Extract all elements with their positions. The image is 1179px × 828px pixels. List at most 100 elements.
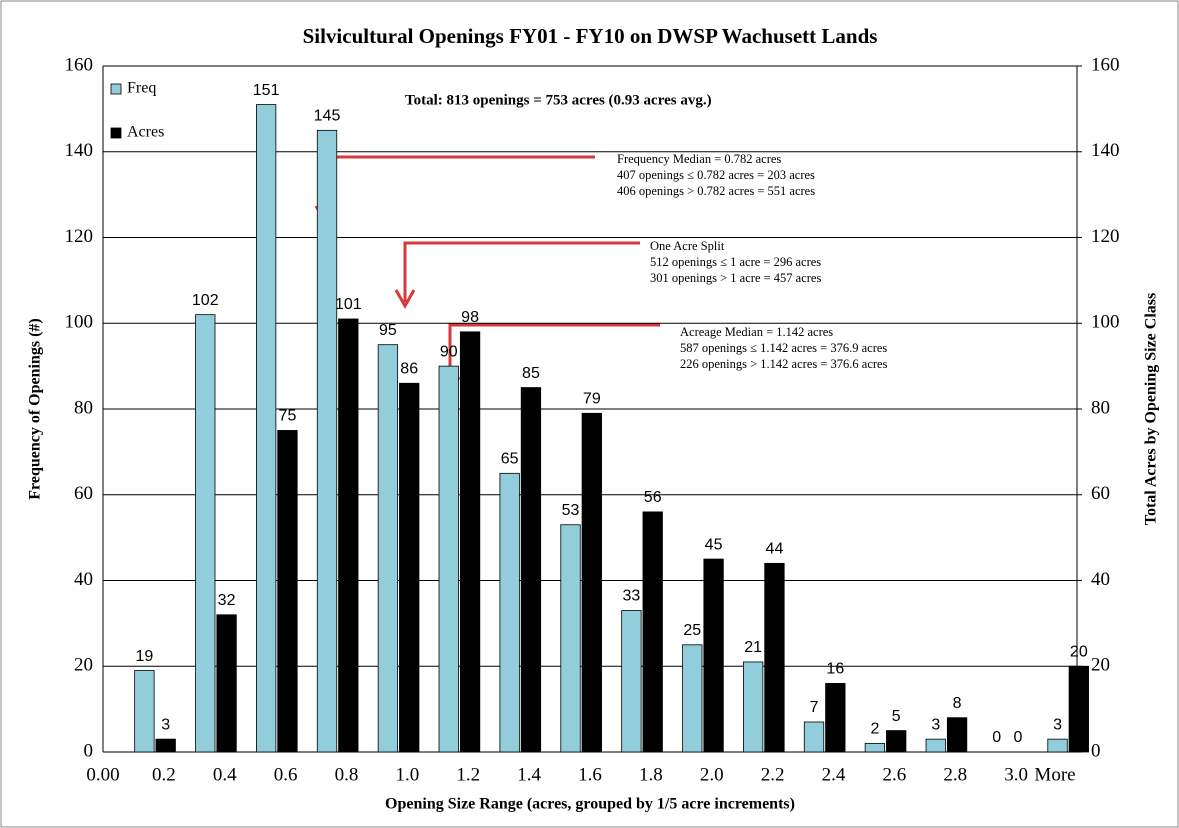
data-label: 21 — [744, 639, 762, 656]
y-axis-label: Frequency of Openings (#) — [27, 318, 44, 499]
x-tick-label: 3.0 — [1004, 764, 1028, 785]
y-tick-label: 60 — [74, 483, 93, 504]
x-tick-label: 1.6 — [578, 764, 602, 785]
data-label: 5 — [892, 708, 901, 725]
bar — [316, 129, 338, 753]
data-label: 75 — [279, 408, 297, 425]
bar — [682, 644, 703, 753]
annotation: 407 openings ≤ 0.782 acres = 203 acres — [617, 168, 815, 182]
y2-tick-label: 140 — [1091, 140, 1120, 161]
x-tick-label: 0.8 — [335, 764, 359, 785]
data-label: 3 — [1053, 716, 1062, 733]
data-label: 151 — [253, 82, 280, 99]
data-label: 45 — [705, 536, 723, 553]
bar — [621, 610, 642, 753]
bar — [743, 661, 764, 753]
bar — [134, 670, 155, 753]
y-tick-label: 160 — [65, 54, 94, 75]
y-tick-label: 80 — [74, 397, 93, 418]
x-tick-label: 1.2 — [456, 764, 480, 785]
data-label: 90 — [440, 343, 458, 360]
data-label: 102 — [192, 292, 219, 309]
y2-tick-label: 20 — [1091, 655, 1110, 676]
data-label: 20 — [1070, 643, 1088, 660]
bar — [764, 562, 785, 753]
y2-tick-label: 100 — [1091, 312, 1120, 333]
x-tick-label: 0.6 — [274, 764, 298, 785]
bar — [703, 558, 724, 753]
x-tick-label: 2.2 — [761, 764, 785, 785]
annotation: 406 openings > 0.782 acres = 551 acres — [617, 184, 815, 198]
x-tick-label: 0.4 — [213, 764, 237, 785]
bar — [338, 318, 359, 753]
y-tick-label: 0 — [84, 740, 94, 761]
bar — [438, 365, 459, 753]
y2-tick-label: 60 — [1091, 483, 1110, 504]
data-label: 2 — [870, 721, 879, 738]
x-tick-label: 1.4 — [517, 764, 541, 785]
annotation: Acreage Median = 1.142 acres — [680, 325, 833, 339]
data-label: 0 — [1013, 729, 1022, 746]
data-label: 101 — [335, 296, 362, 313]
y2-tick-label: 160 — [1091, 54, 1120, 75]
bar — [946, 717, 968, 753]
y-tick-label: 20 — [74, 655, 93, 676]
legend-swatch — [110, 127, 122, 139]
data-label: 145 — [314, 108, 341, 125]
annotation: 587 openings ≤ 1.142 acres = 376.9 acres — [680, 341, 887, 355]
x-tick-label: 0.2 — [152, 764, 176, 785]
bar — [1068, 665, 1089, 753]
annotation: Total: 813 openings = 753 acres (0.93 ac… — [405, 92, 712, 108]
data-label: 98 — [461, 309, 479, 326]
y-tick-label: 100 — [65, 312, 94, 333]
bar — [560, 524, 581, 753]
data-label: 53 — [562, 502, 580, 519]
y2-axis-label: Total Acres by Opening Size Class — [1143, 293, 1160, 525]
bar — [277, 430, 298, 753]
arrow — [403, 241, 640, 302]
data-label: 95 — [379, 322, 397, 339]
data-label: 19 — [135, 648, 153, 665]
data-label: 16 — [826, 661, 844, 678]
x-tick-label: More — [1034, 764, 1075, 785]
x-tick-label: 2.4 — [822, 764, 846, 785]
x-tick-label: 2.8 — [943, 764, 967, 785]
bar — [256, 104, 277, 753]
data-label: 33 — [622, 588, 640, 605]
bar — [803, 721, 825, 753]
bar — [399, 382, 420, 753]
data-label: 85 — [522, 365, 540, 382]
bar — [459, 331, 481, 753]
annotation: One Acre Split — [650, 239, 725, 253]
chart-title: Silvicultural Openings FY01 - FY10 on DW… — [303, 24, 878, 48]
x-tick-label: 2.6 — [883, 764, 907, 785]
legend-swatch — [110, 83, 122, 95]
data-label: 0 — [992, 729, 1001, 746]
y2-tick-label: 80 — [1091, 397, 1110, 418]
bar — [155, 738, 176, 753]
data-label: 25 — [683, 622, 701, 639]
bar — [925, 738, 946, 753]
data-label: 3 — [161, 716, 170, 733]
bar — [825, 683, 846, 753]
x-axis-label: Opening Size Range (acres, grouped by 1/… — [385, 796, 795, 813]
y2-tick-label: 0 — [1091, 740, 1101, 761]
bar — [864, 743, 886, 753]
bar — [499, 472, 520, 753]
bar — [195, 314, 216, 753]
x-tick-label: 0.00 — [86, 764, 119, 785]
data-label: 8 — [953, 695, 962, 712]
x-tick-label: 2.0 — [700, 764, 724, 785]
y2-tick-label: 120 — [1091, 226, 1120, 247]
y-tick-label: 120 — [65, 226, 94, 247]
y-tick-label: 40 — [74, 569, 93, 590]
data-label: 56 — [644, 489, 662, 506]
data-label: 32 — [218, 592, 236, 609]
x-tick-label: 1.8 — [639, 764, 663, 785]
bar — [1047, 738, 1068, 753]
annotation: Frequency Median = 0.782 acres — [617, 152, 781, 166]
annotation: 301 openings > 1 acre = 457 acres — [650, 271, 821, 285]
y2-tick-label: 40 — [1091, 569, 1110, 590]
arrow-head — [394, 289, 416, 310]
